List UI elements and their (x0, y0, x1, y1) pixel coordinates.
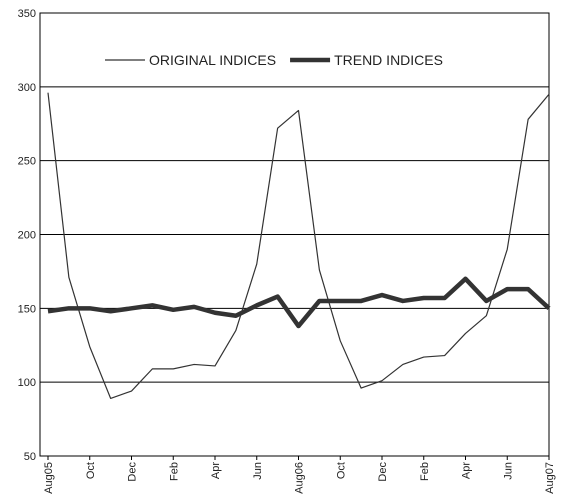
y-tick-label: 350 (18, 8, 36, 20)
x-tick-label: Jun (252, 462, 264, 480)
x-tick-label: Aug06 (294, 462, 306, 494)
y-tick-label: 100 (18, 377, 36, 389)
x-tick-label: Jun (502, 462, 514, 480)
x-tick-label: Dec (377, 462, 389, 482)
y-tick-label: 300 (18, 82, 36, 94)
x-tick-label: Apr (210, 462, 222, 479)
x-tick-label: Feb (419, 462, 431, 481)
x-tick-label: Oct (85, 462, 97, 479)
series-line (47, 92, 550, 400)
y-tick-label: 250 (18, 156, 36, 168)
plot-frame (39, 12, 550, 457)
x-tick-label: Apr (461, 462, 473, 479)
legend-label: TREND INDICES (334, 52, 443, 68)
x-tick-label: Dec (127, 462, 139, 482)
series-line (47, 276, 551, 329)
x-tick-label: Aug07 (544, 462, 556, 494)
y-tick-label: 150 (18, 303, 36, 315)
x-tick-label: Aug05 (43, 462, 55, 494)
x-tick-label: Oct (335, 462, 347, 479)
y-tick-label: 50 (24, 451, 36, 463)
y-tick-label: 200 (18, 230, 36, 242)
x-tick-label: Feb (168, 462, 180, 481)
legend-label: ORIGINAL INDICES (149, 52, 276, 68)
